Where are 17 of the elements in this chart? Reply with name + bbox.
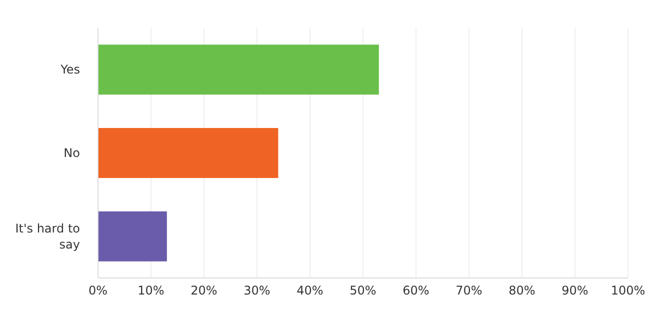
x-tick-label: 0% — [88, 284, 108, 298]
x-tick-label: 70% — [456, 284, 482, 298]
y-tick-label: No — [64, 146, 80, 160]
x-tick-label: 90% — [562, 284, 588, 298]
y-tick-label: It's hard to say — [15, 221, 80, 252]
bar — [98, 44, 379, 95]
y-tick-label: Yes — [60, 62, 80, 77]
bar — [98, 211, 167, 262]
x-tick-label: 50% — [350, 284, 376, 298]
x-tick-label: 40% — [296, 284, 324, 298]
x-tick-label: 60% — [402, 284, 430, 298]
x-tick-label: 10% — [138, 284, 164, 298]
x-tick-label: 30% — [244, 284, 270, 298]
x-tick-label: 100% — [610, 284, 646, 298]
bar — [98, 128, 278, 178]
x-tick-label: 20% — [190, 284, 218, 298]
x-tick-label: 80% — [508, 284, 536, 298]
